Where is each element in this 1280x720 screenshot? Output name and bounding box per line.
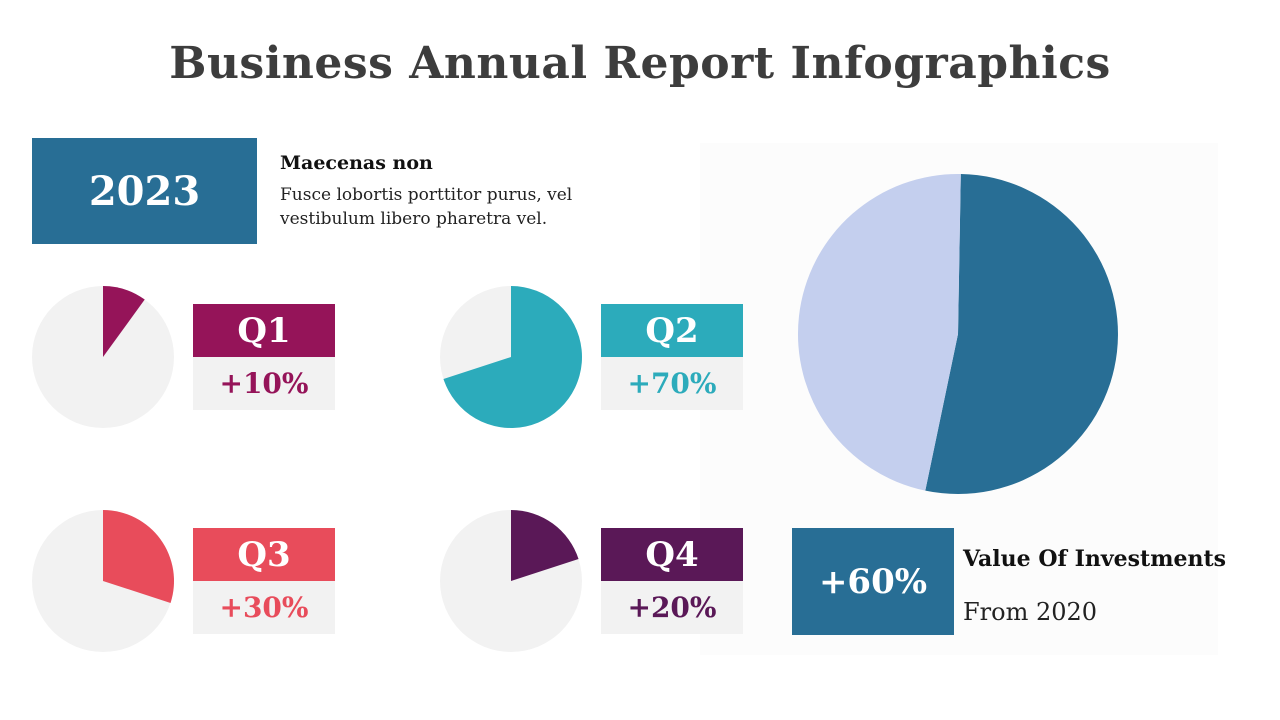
q4-pie-slice — [511, 510, 579, 581]
investment-pie-chart — [797, 174, 1118, 494]
investment-title: Value Of Investments — [963, 546, 1227, 572]
q2-pie-chart — [440, 286, 582, 428]
investment-pie-slice-1 — [925, 174, 1118, 494]
q4-label: Q4 — [601, 528, 743, 581]
q3-value: +30% — [193, 581, 335, 634]
q2-value: +70% — [601, 357, 743, 410]
q1-label: Q1 — [193, 304, 335, 357]
page-title: Business Annual Report Infographics — [169, 38, 1111, 89]
investment-pie-slice-2 — [797, 174, 961, 491]
q4-pie-chart — [440, 510, 582, 652]
investment-value-badge: +60% — [792, 528, 954, 635]
q3-label: Q3 — [193, 528, 335, 581]
q1-pie-slice — [103, 286, 145, 357]
year-badge: 2023 — [32, 138, 257, 244]
q2-pie-slice — [443, 286, 582, 428]
q1-value: +10% — [193, 357, 335, 410]
q4-value: +20% — [601, 581, 743, 634]
intro-body: Fusce lobortis porttitor purus, vel vest… — [280, 185, 573, 229]
intro-heading: Maecenas non — [280, 152, 433, 174]
q2-label: Q2 — [601, 304, 743, 357]
q3-pie-slice — [103, 510, 175, 603]
q3-pie-chart — [32, 510, 175, 652]
investment-subtitle: From 2020 — [963, 598, 1098, 626]
q1-pie-chart — [32, 286, 174, 428]
